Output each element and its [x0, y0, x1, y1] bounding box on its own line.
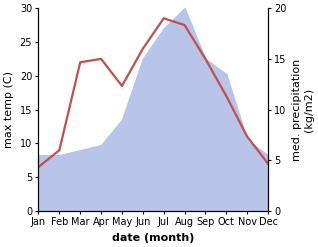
Y-axis label: max temp (C): max temp (C)	[4, 71, 14, 148]
Y-axis label: med. precipitation
(kg/m2): med. precipitation (kg/m2)	[292, 59, 314, 161]
X-axis label: date (month): date (month)	[112, 233, 194, 243]
